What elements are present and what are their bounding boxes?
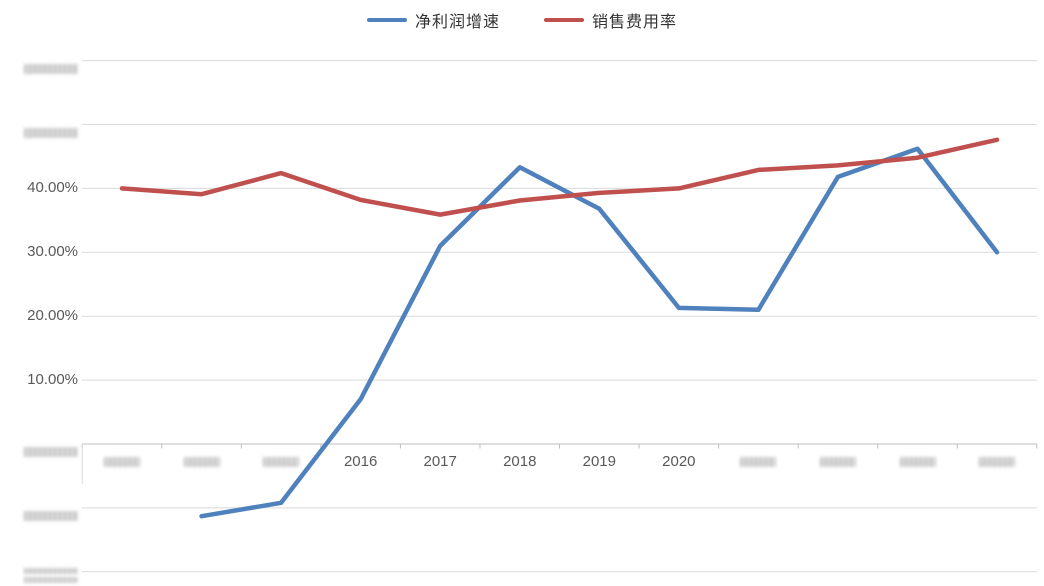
redacted-label-smudge	[979, 457, 1016, 467]
legend-item-net-profit-growth: 净利润增速	[366, 8, 500, 32]
x-axis-label: 2016	[343, 453, 378, 470]
y-axis-label-redacted	[0, 501, 78, 521]
y-axis-label-redacted	[0, 437, 78, 457]
redacted-label-smudge	[740, 457, 777, 467]
legend-swatch-icon	[366, 17, 407, 23]
y-axis-label: 30.00%	[0, 242, 78, 262]
redacted-label-smudge	[24, 576, 78, 583]
x-axis-label-redacted	[718, 452, 798, 472]
y-axis-label-redacted	[0, 118, 78, 138]
x-axis-label-redacted	[241, 452, 321, 472]
legend-label: 销售费用率	[592, 14, 678, 31]
redacted-label-smudge	[104, 457, 140, 467]
y-axis-label-text: 30.00%	[27, 243, 78, 261]
x-axis-label-redacted	[878, 452, 958, 472]
redacted-label-smudge	[24, 447, 78, 457]
redacted-label-smudge	[24, 63, 78, 74]
redacted-label-smudge	[24, 567, 78, 574]
legend-swatch-icon	[544, 17, 584, 23]
chart-legend: 净利润增速 销售费用率	[0, 8, 1044, 32]
redacted-label-smudge	[263, 457, 300, 467]
x-axis-label: 2020	[662, 453, 696, 470]
x-axis-label: 2018	[503, 453, 537, 470]
redacted-label-smudge	[183, 457, 220, 467]
redacted-label-smudge	[819, 457, 856, 467]
legend-item-sales-expense-ratio: 销售费用率	[544, 8, 677, 32]
y-axis-label-redacted	[0, 563, 78, 583]
x-axis-label-redacted	[162, 452, 242, 472]
y-axis-label-text: 40.00%	[27, 179, 78, 197]
y-axis-label: 20.00%	[0, 306, 78, 326]
y-axis-label-redacted	[0, 54, 78, 74]
redacted-label-smudge	[899, 457, 936, 467]
y-axis-label: 40.00%	[0, 178, 78, 198]
y-axis-label-text: 20.00%	[27, 307, 78, 325]
legend-label: 净利润增速	[414, 14, 500, 31]
y-axis-label-text: 10.00%	[27, 371, 78, 389]
redacted-label-smudge	[24, 510, 78, 521]
redacted-label-smudge	[24, 127, 78, 138]
x-axis-label-redacted	[82, 452, 162, 472]
x-axis-label: 2019	[582, 453, 616, 470]
y-axis-label: 10.00%	[0, 370, 78, 390]
x-axis-label-redacted	[957, 452, 1037, 472]
x-axis-label: 2017	[423, 453, 457, 470]
x-axis-label-redacted	[798, 452, 878, 472]
